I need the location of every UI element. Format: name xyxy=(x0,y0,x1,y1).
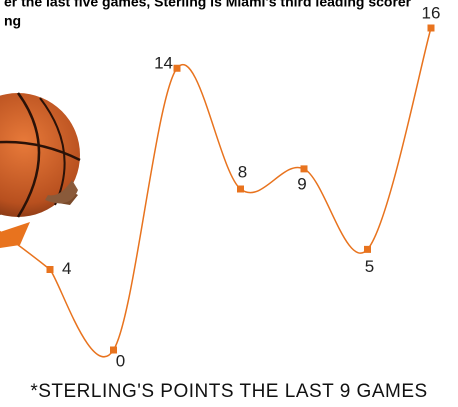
value-label: 4 xyxy=(62,259,71,278)
value-label: 8 xyxy=(238,162,247,181)
caption: *STERLING'S POINTS THE LAST 9 GAMES xyxy=(30,381,427,402)
value-label: 9 xyxy=(297,174,306,193)
basketball-image xyxy=(0,93,80,248)
chart: er the last five games, Sterling is Miam… xyxy=(0,0,458,407)
point-marker xyxy=(47,266,54,273)
point-marker xyxy=(428,25,435,32)
page: er the last five games, Sterling is Miam… xyxy=(0,0,458,407)
value-label: 16 xyxy=(422,3,441,22)
point-marker xyxy=(364,246,371,253)
value-label: 0 xyxy=(116,351,125,370)
header-line: er the last five games, Sterling is Miam… xyxy=(4,0,412,10)
point-marker xyxy=(301,165,308,172)
header-line: ng xyxy=(4,13,21,29)
value-label: 5 xyxy=(365,257,374,276)
value-label: 14 xyxy=(154,54,173,73)
point-marker xyxy=(237,186,244,193)
point-marker xyxy=(174,65,181,72)
